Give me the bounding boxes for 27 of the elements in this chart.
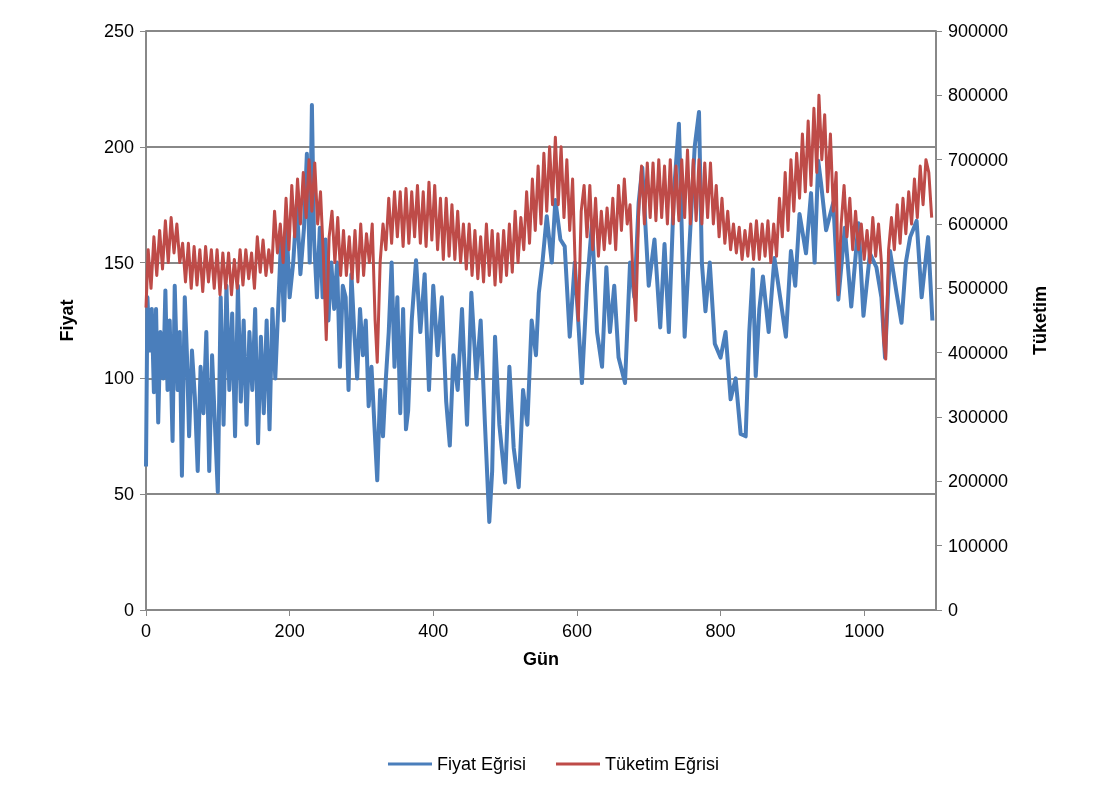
y2-tick-label: 600000 [948,214,1009,234]
x-tick-label: 0 [140,621,152,641]
x-tick-label: 1000 [844,621,885,641]
y-tick-label: 100 [103,368,134,389]
x-tick-label: 400 [418,621,449,641]
y2-tick-label: 800000 [948,85,1009,106]
y-tick-label: 200 [103,136,134,157]
y-tick-label: 50 [113,484,134,505]
x-tick-label: 800 [705,621,736,641]
y-tick-label: 0 [123,600,134,620]
y-tick-label: 250 [103,21,134,41]
y-axis-title: Fiyat [57,299,77,342]
y2-tick-label: 700000 [948,149,1009,170]
y2-axis-title: Tüketim [1030,285,1050,356]
x-tick-label: 200 [274,621,305,641]
y2-tick-label: 0 [948,600,959,620]
y2-tick-label: 500000 [948,278,1009,299]
y2-tick-label: 200000 [948,471,1009,492]
y-tick-label: 150 [103,252,134,273]
y2-tick-label: 400000 [948,342,1009,363]
legend-label: Tüketim Eğrisi [605,754,720,774]
legend-label: Fiyat Eğrisi [436,754,526,774]
x-tick-label: 600 [561,621,592,641]
x-axis-title: Gün [523,649,559,669]
y2-tick-label: 100000 [948,535,1009,556]
y2-tick-label: 900000 [948,21,1009,41]
y2-tick-label: 300000 [948,407,1009,427]
